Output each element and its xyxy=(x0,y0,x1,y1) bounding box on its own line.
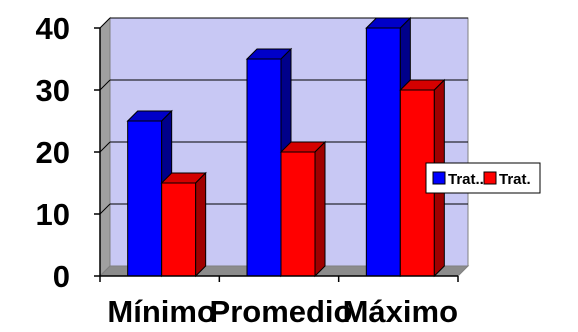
legend-swatch-series-2 xyxy=(483,171,497,185)
bar-side xyxy=(195,171,207,278)
bar-front xyxy=(161,182,197,277)
bar-front xyxy=(127,120,163,277)
bar-front xyxy=(365,27,401,277)
gridline-side xyxy=(99,203,111,215)
legend-label-series-2: Trat. xyxy=(499,171,531,188)
legend: Trat... Trat. xyxy=(425,162,541,194)
bar-2-2 xyxy=(279,140,327,278)
bar-front xyxy=(280,151,316,277)
bars xyxy=(126,16,446,278)
x-category-label: Máximo xyxy=(343,294,458,329)
y-tick-label: 20 xyxy=(36,135,70,170)
y-tick-label: 0 xyxy=(53,259,70,294)
x-category-label: Promedio xyxy=(210,294,353,329)
gridline-side xyxy=(99,141,111,153)
bar-front xyxy=(246,58,282,277)
y-axis-ticks: 0 10 20 30 40 xyxy=(36,11,70,294)
bar-side xyxy=(314,140,326,278)
gridline-side xyxy=(99,17,111,29)
legend-label-series-1: Trat... xyxy=(448,171,488,188)
gridline-side xyxy=(99,79,111,91)
bar-2-1 xyxy=(160,171,207,278)
y-tick-label: 10 xyxy=(36,197,70,232)
y-tick-label: 40 xyxy=(36,11,70,46)
x-category-label: Mínimo xyxy=(107,294,216,329)
axes xyxy=(94,27,459,282)
y-tick-label: 30 xyxy=(36,73,70,108)
legend-swatch-series-1 xyxy=(432,171,446,185)
